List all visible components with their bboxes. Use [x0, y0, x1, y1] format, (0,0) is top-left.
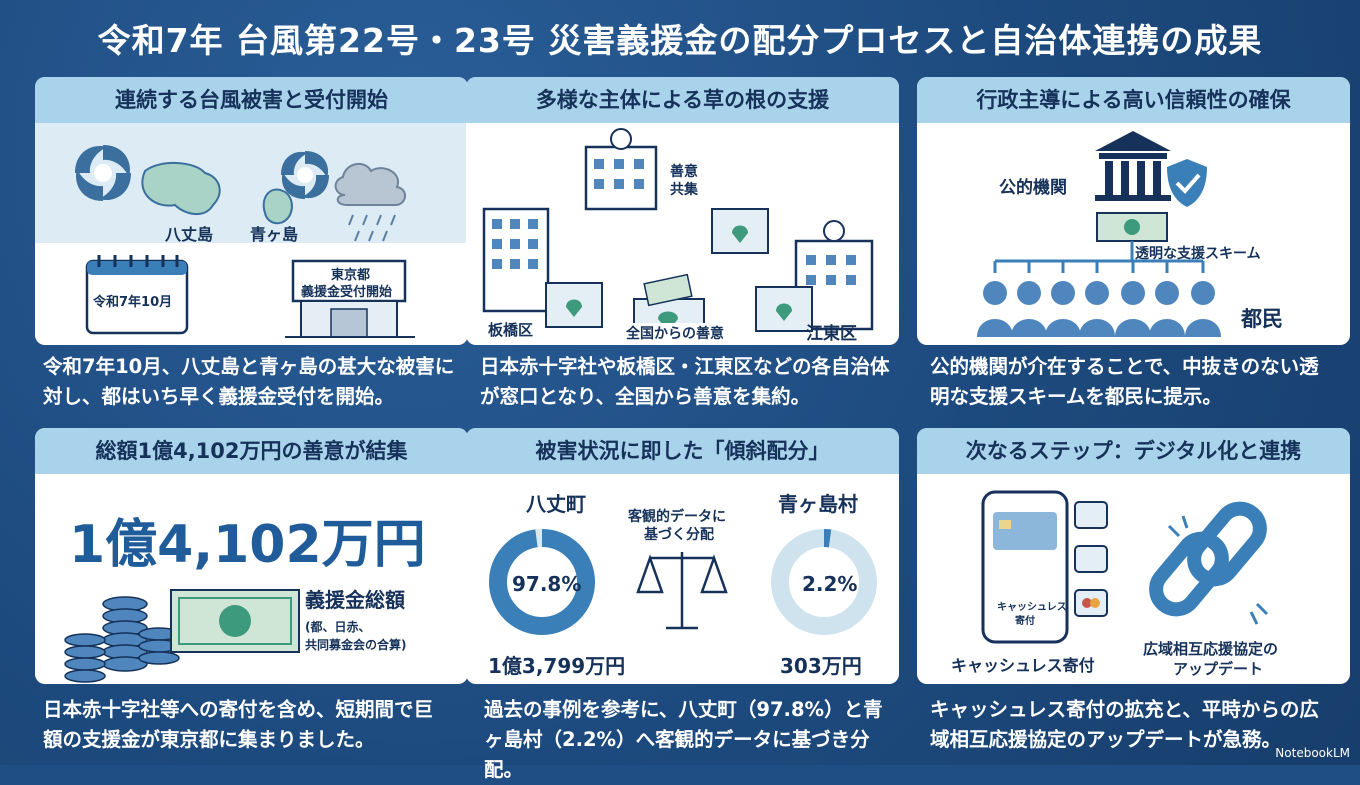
left-building-icon: [482, 207, 603, 328]
nfc-card-icons: [1074, 501, 1108, 617]
card-heading: 多様な主体による草の根の支援: [466, 77, 899, 123]
distribution-scene: [489, 529, 877, 635]
aogashima-percent: 2.2%: [802, 572, 858, 596]
card-total-amount: 総額1億4,102万円の善意が結集 1億4,102万円 義援金総額 (都、日赤、…: [35, 428, 468, 684]
phone-text-line2: 寄付: [1015, 616, 1035, 627]
trust-illustration: 公的機関 透明な支援スキーム 都民: [917, 123, 1350, 345]
caption-card-1: 令和7年10月、八丈島と青ヶ島の甚大な被害に対し、都はいち早く義援金受付を開始。: [43, 355, 455, 408]
total-amount: 1億4,102万円: [69, 515, 426, 575]
banknote-stack-icon: [170, 589, 300, 653]
distribution-illustration: 八丈町 97.8% 1億3,799万円 客観的データに 基づく分配 青ヶ島村 2…: [466, 474, 899, 684]
typhoon-illustration: 八丈島 青ヶ島 令和7年10月 東京都 義援金受付開始: [35, 123, 468, 345]
card-heading: 行政主導による高い信頼性の確保: [917, 77, 1350, 123]
scale-label-line1: 客観的データに: [628, 509, 726, 525]
phone-text-line1: キャッシュレス: [997, 602, 1067, 613]
label-hachijojima: 八丈島: [165, 225, 214, 244]
link-label-line2: アップデート: [1173, 660, 1264, 678]
label-center-line1: 善意: [670, 164, 698, 180]
label-public-org: 公的機関: [999, 178, 1067, 198]
label-citizens: 都民: [1241, 307, 1283, 331]
total-label: 義援金総額: [305, 588, 405, 612]
hachijojima-shape: [141, 161, 221, 215]
label-scheme: 透明な支援スキーム: [1135, 246, 1261, 262]
aogashima-shape: [262, 188, 293, 225]
card-heading: 連続する台風被害と受付開始: [35, 77, 468, 123]
coin-stacks-icon: [64, 596, 180, 683]
aogashima-amount: 303万円: [780, 654, 862, 678]
card-heading: 被害状況に即した「傾斜配分」: [466, 428, 899, 474]
caption-card-5: 過去の事例を参考に、八丈町（97.8%）と青ヶ島村（2.2%）へ客観的データに基…: [484, 698, 883, 781]
label-nationwide: 全国からの善意: [626, 323, 724, 343]
caption-card-2: 日本赤十字社や板橋区・江東区などの各自治体が窓口となり、全国から善意を集約。: [480, 355, 890, 408]
shield-check-icon: [1167, 159, 1207, 207]
caption-card-3: 公的機関が介在することで、中抜きのない透明な支援スキームを都民に提示。: [930, 355, 1319, 408]
label-center-line2: 共集: [670, 182, 698, 198]
card-heading: 次なるステップ：デジタル化と連携: [917, 428, 1350, 474]
total-note-line2: 共同募金会の合算): [305, 638, 407, 652]
caption-card-6: キャッシュレス寄付の拡充と、平時からの広域相互応援協定のアップデートが急務。: [930, 698, 1319, 751]
office-building-icon: [285, 259, 415, 338]
notebooklm-watermark: NotebookLM: [1275, 746, 1350, 760]
link-label-line1: 広域相互応援協定の: [1143, 640, 1279, 658]
card-distribution: 被害状況に即した「傾斜配分」 八丈町 97.8% 1億3,799万円 客観的デー…: [466, 428, 899, 684]
chain-link-icon: [1149, 501, 1267, 617]
card-heading: 総額1億4,102万円の善意が結集: [35, 428, 468, 474]
hachijo-ring-value: [489, 529, 595, 635]
hq-building-icon: [584, 128, 658, 211]
hachijo-name: 八丈町: [526, 492, 586, 516]
card-trust: 行政主導による高い信頼性の確保: [917, 77, 1350, 345]
total-note-line1: (都、日赤、: [305, 620, 371, 634]
support-illustration: 善意 共集 板橋区 江東区 全国からの善意: [466, 123, 899, 345]
distribution-lines: [993, 241, 1205, 273]
smartphone-icon: [981, 490, 1069, 644]
label-calendar-date: 令和7年10月: [93, 295, 173, 310]
aogashima-ring-value: [771, 529, 877, 635]
next-steps-illustration: キャッシュレス 寄付 キャッシュレス寄付 広域相互応援協定の アップデート: [917, 474, 1350, 684]
right-building-icon: [755, 220, 874, 332]
citizens-group-icon: [977, 281, 1221, 337]
typhoon-icon: [75, 145, 131, 201]
cashless-label: キャッシュレス寄付: [951, 656, 1095, 675]
aogashima-name: 青ヶ島村: [778, 492, 858, 516]
caption-card-4: 日本赤十字社等への寄付を含め、短期間で巨額の支援金が東京都に集まりました。: [43, 698, 434, 751]
support-scene: [482, 128, 874, 340]
government-building-icon: [1095, 131, 1171, 201]
trust-scene: [977, 131, 1221, 337]
total-illustration: 1億4,102万円 義援金総額 (都、日赤、 共同募金会の合算): [35, 474, 468, 684]
donation-box-icon: [711, 208, 769, 254]
scale-icon: [636, 552, 728, 630]
calendar-icon: [85, 255, 189, 335]
label-sign-line2: 義援金受付開始: [301, 285, 393, 300]
card-grassroots-support: 多様な主体による草の根の支援: [466, 77, 899, 345]
typhoon-scene: [35, 123, 468, 338]
card-next-steps: 次なるステップ：デジタル化と連携 キャッシュレス 寄付 キャッシュレス寄付 広域…: [917, 428, 1350, 684]
banknote-icon: [1096, 212, 1168, 242]
typhoon-icon-2: [281, 151, 329, 199]
card-typhoon-damage: 連続する台風被害と受付開始: [35, 77, 468, 345]
hachijo-percent: 97.8%: [512, 572, 582, 596]
label-itabashi: 板橋区: [488, 321, 534, 339]
label-sign-line1: 東京都: [331, 268, 371, 283]
spark-lines: [1167, 515, 1269, 625]
rain-drops: [348, 214, 396, 242]
hachijo-amount: 1億3,799万円: [488, 654, 626, 678]
rain-cloud-icon: [334, 162, 406, 206]
money-scene: [64, 589, 300, 683]
label-koto: 江東区: [806, 324, 857, 344]
page-title: 令和7年 台風第22号・23号 災害義援金の配分プロセスと自治体連携の成果: [97, 21, 1263, 60]
next-steps-scene: [981, 490, 1269, 644]
label-aogashima: 青ヶ島: [250, 225, 299, 244]
scale-label-line2: 基づく分配: [644, 527, 714, 543]
